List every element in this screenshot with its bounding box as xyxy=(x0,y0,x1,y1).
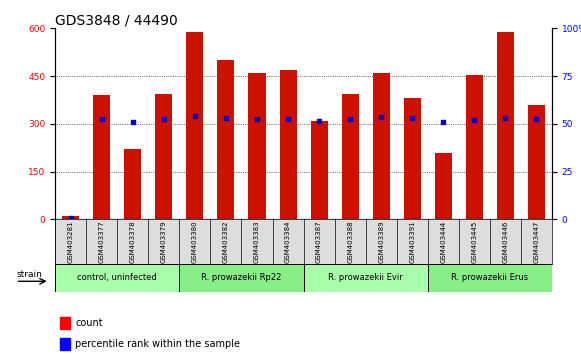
Bar xyxy=(62,216,79,219)
Text: GSM403447: GSM403447 xyxy=(533,221,539,263)
Text: GSM403380: GSM403380 xyxy=(192,220,198,263)
Text: GSM403446: GSM403446 xyxy=(503,221,508,263)
Bar xyxy=(60,338,70,350)
Bar xyxy=(372,73,390,219)
Bar xyxy=(60,316,70,329)
Text: R. prowazekii Erus: R. prowazekii Erus xyxy=(451,273,528,282)
FancyBboxPatch shape xyxy=(428,264,552,292)
Text: GSM403377: GSM403377 xyxy=(99,220,105,263)
FancyBboxPatch shape xyxy=(303,264,428,292)
Bar xyxy=(342,93,358,219)
Bar xyxy=(187,32,203,219)
Bar xyxy=(249,73,266,219)
Text: GSM403379: GSM403379 xyxy=(161,220,167,263)
Bar xyxy=(466,75,483,219)
Text: GSM403444: GSM403444 xyxy=(440,221,446,263)
Bar xyxy=(528,105,545,219)
Bar xyxy=(435,153,452,219)
Text: GSM403384: GSM403384 xyxy=(285,220,291,263)
Text: GSM403388: GSM403388 xyxy=(347,220,353,263)
Bar xyxy=(93,95,110,219)
Text: GSM403383: GSM403383 xyxy=(254,220,260,263)
Text: GSM403387: GSM403387 xyxy=(316,220,322,263)
Text: GSM403378: GSM403378 xyxy=(130,220,136,263)
Text: GDS3848 / 44490: GDS3848 / 44490 xyxy=(55,13,178,27)
Text: GSM403389: GSM403389 xyxy=(378,220,384,263)
Text: GSM403281: GSM403281 xyxy=(68,220,74,263)
Text: GSM403382: GSM403382 xyxy=(223,220,229,263)
Text: strain: strain xyxy=(16,270,42,279)
Text: GSM403445: GSM403445 xyxy=(471,221,478,263)
Bar xyxy=(497,32,514,219)
Bar xyxy=(217,60,235,219)
Text: R. prowazekii Rp22: R. prowazekii Rp22 xyxy=(201,273,282,282)
Text: R. prowazekii Evir: R. prowazekii Evir xyxy=(328,273,403,282)
Text: percentile rank within the sample: percentile rank within the sample xyxy=(75,339,240,349)
Text: GSM403391: GSM403391 xyxy=(409,220,415,263)
Bar xyxy=(279,70,296,219)
Text: control, uninfected: control, uninfected xyxy=(77,273,157,282)
Bar xyxy=(404,98,421,219)
Bar xyxy=(124,149,141,219)
FancyBboxPatch shape xyxy=(55,264,180,292)
Text: count: count xyxy=(75,318,103,327)
Bar xyxy=(311,121,328,219)
FancyBboxPatch shape xyxy=(180,264,303,292)
Bar xyxy=(155,93,173,219)
